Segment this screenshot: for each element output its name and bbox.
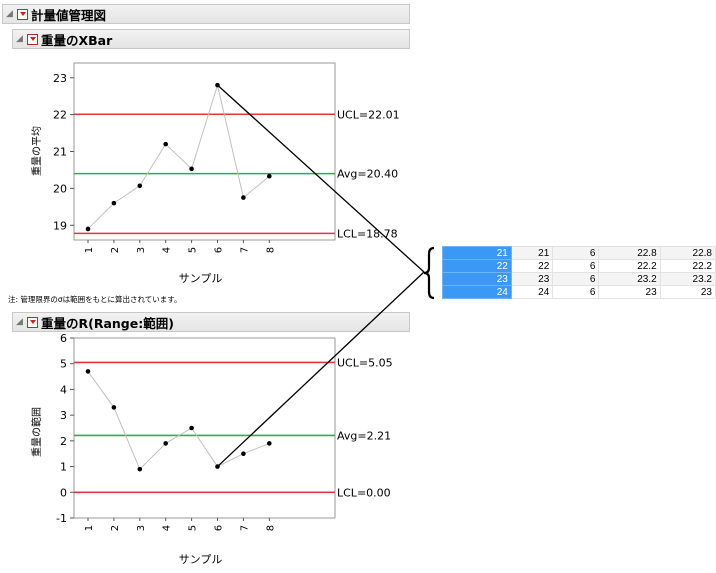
data-point (111, 200, 117, 206)
sigma-note: 注: 管理限界のσは範囲をもとに算出されています。 (8, 295, 182, 304)
y-axis-label: 重量の平均 (30, 126, 43, 176)
table-cell[interactable]: 23 (659, 285, 716, 299)
x-tick-label: 1 (84, 525, 95, 531)
y-tick-label: 5 (60, 358, 67, 371)
row-number-cell[interactable]: 24 (442, 285, 512, 299)
row-number-cell[interactable]: 21 (442, 246, 512, 260)
outline-title: 重量のXBar (41, 32, 113, 48)
x-tick-label: 7 (239, 247, 250, 253)
outline-header-xbar[interactable]: ◢ 重量のXBar (12, 29, 410, 49)
y-tick-label: 19 (53, 219, 67, 232)
x-tick-label: 4 (162, 525, 173, 531)
row-number-cell[interactable]: 22 (442, 259, 512, 273)
brace-icon (423, 246, 435, 300)
table-cell[interactable]: 24 (510, 285, 554, 299)
table-cell[interactable]: 22 (510, 259, 554, 273)
table-cell[interactable]: 22.2 (598, 259, 661, 273)
data-point (137, 183, 143, 189)
data-point (163, 141, 168, 147)
x-tick-label: 5 (188, 525, 199, 531)
red-triangle-menu-icon[interactable] (27, 316, 38, 328)
y-tick-label: 1 (60, 461, 67, 474)
data-point (85, 369, 91, 374)
data-point (189, 425, 194, 431)
table-cell[interactable]: 6 (552, 285, 600, 299)
y-tick-label: -1 (56, 512, 67, 525)
y-tick-label: 0 (60, 486, 67, 499)
outline-title: 重量のR(Range:範囲) (41, 315, 174, 331)
outline-header-range[interactable]: ◢ 重量のR(Range:範囲) (12, 312, 410, 332)
lcl-label: LCL=0.00 (337, 486, 391, 499)
series-line (87, 83, 270, 230)
link-line (217, 84, 425, 273)
y-tick-label: 6 (60, 332, 67, 345)
table-row[interactable]: 24 24 6 23 23 (442, 285, 716, 299)
data-point (267, 173, 272, 179)
y-tick-label: 23 (53, 72, 67, 85)
y-tick-label: 3 (60, 409, 67, 422)
ucl-label: UCL=5.05 (337, 356, 393, 369)
x-tick-label: 3 (136, 247, 147, 253)
disclosure-icon[interactable]: ◢ (16, 317, 23, 327)
x-axis-label: サンプル (179, 553, 223, 566)
x-tick-label: 6 (214, 525, 225, 531)
x-tick-label: 2 (110, 525, 121, 531)
x-tick-label: 6 (214, 247, 225, 253)
table-cell[interactable]: 23 (510, 272, 554, 286)
table-cell[interactable]: 22.8 (659, 246, 716, 260)
y-tick-label: 4 (60, 383, 67, 396)
y-tick-label: 21 (53, 146, 67, 159)
red-triangle-menu-icon[interactable] (27, 33, 38, 45)
disclosure-icon[interactable]: ◢ (6, 9, 13, 19)
table-cell[interactable]: 6 (552, 272, 600, 286)
table-cell[interactable]: 21 (510, 246, 554, 260)
x-tick-label: 2 (110, 247, 121, 253)
plot-frame (73, 337, 336, 519)
y-tick-label: 2 (60, 435, 67, 448)
data-point (137, 466, 143, 472)
plot-frame (73, 62, 336, 241)
data-table: 21 21 6 22.8 22.8 22 22 6 22.2 22.2 23 23 6 23.2 23.2 2… (442, 246, 716, 299)
table-cell[interactable]: 6 (552, 259, 600, 273)
row-number-cell[interactable]: 23 (442, 272, 512, 286)
table-cell[interactable]: 23.2 (598, 272, 661, 286)
y-tick-label: 22 (53, 109, 67, 122)
x-tick-label: 4 (162, 247, 173, 253)
table-row[interactable]: 21 21 6 22.8 22.8 (442, 246, 716, 260)
table-cell[interactable]: 6 (552, 246, 600, 260)
ucl-label: UCL=22.01 (337, 108, 400, 121)
y-axis-label: 重量の範囲 (30, 407, 43, 457)
table-cell[interactable]: 23 (598, 285, 661, 299)
x-tick-label: 8 (265, 247, 276, 253)
table-cell[interactable]: 23.2 (659, 272, 716, 286)
link-line (217, 271, 425, 468)
lcl-label: LCL=18.78 (337, 227, 398, 240)
data-point (241, 451, 246, 457)
data-point (189, 166, 194, 172)
x-tick-label: 5 (188, 247, 199, 253)
red-triangle-menu-icon[interactable] (17, 8, 28, 20)
table-cell[interactable]: 22.8 (598, 246, 661, 260)
data-point (267, 441, 272, 446)
x-tick-label: 1 (84, 247, 95, 253)
avg-label: Avg=20.40 (337, 168, 398, 181)
outline-title: 計量値管理図 (31, 7, 107, 23)
series-line (87, 371, 270, 471)
data-point (241, 195, 246, 200)
table-cell[interactable]: 22.2 (659, 259, 716, 273)
outline-header-root[interactable]: ◢ 計量値管理図 (2, 4, 410, 24)
x-tick-label: 8 (265, 525, 276, 531)
disclosure-icon[interactable]: ◢ (16, 34, 23, 44)
data-point (163, 441, 168, 446)
table-row[interactable]: 22 22 6 22.2 22.2 (442, 259, 716, 273)
avg-label: Avg=2.21 (337, 429, 391, 442)
data-point (85, 226, 91, 232)
y-tick-label: 20 (53, 182, 67, 195)
x-tick-label: 3 (136, 525, 147, 531)
table-row[interactable]: 23 23 6 23.2 23.2 (442, 272, 716, 286)
x-axis-label: サンプル (179, 272, 223, 285)
x-tick-label: 7 (239, 525, 250, 531)
data-point (111, 405, 117, 410)
